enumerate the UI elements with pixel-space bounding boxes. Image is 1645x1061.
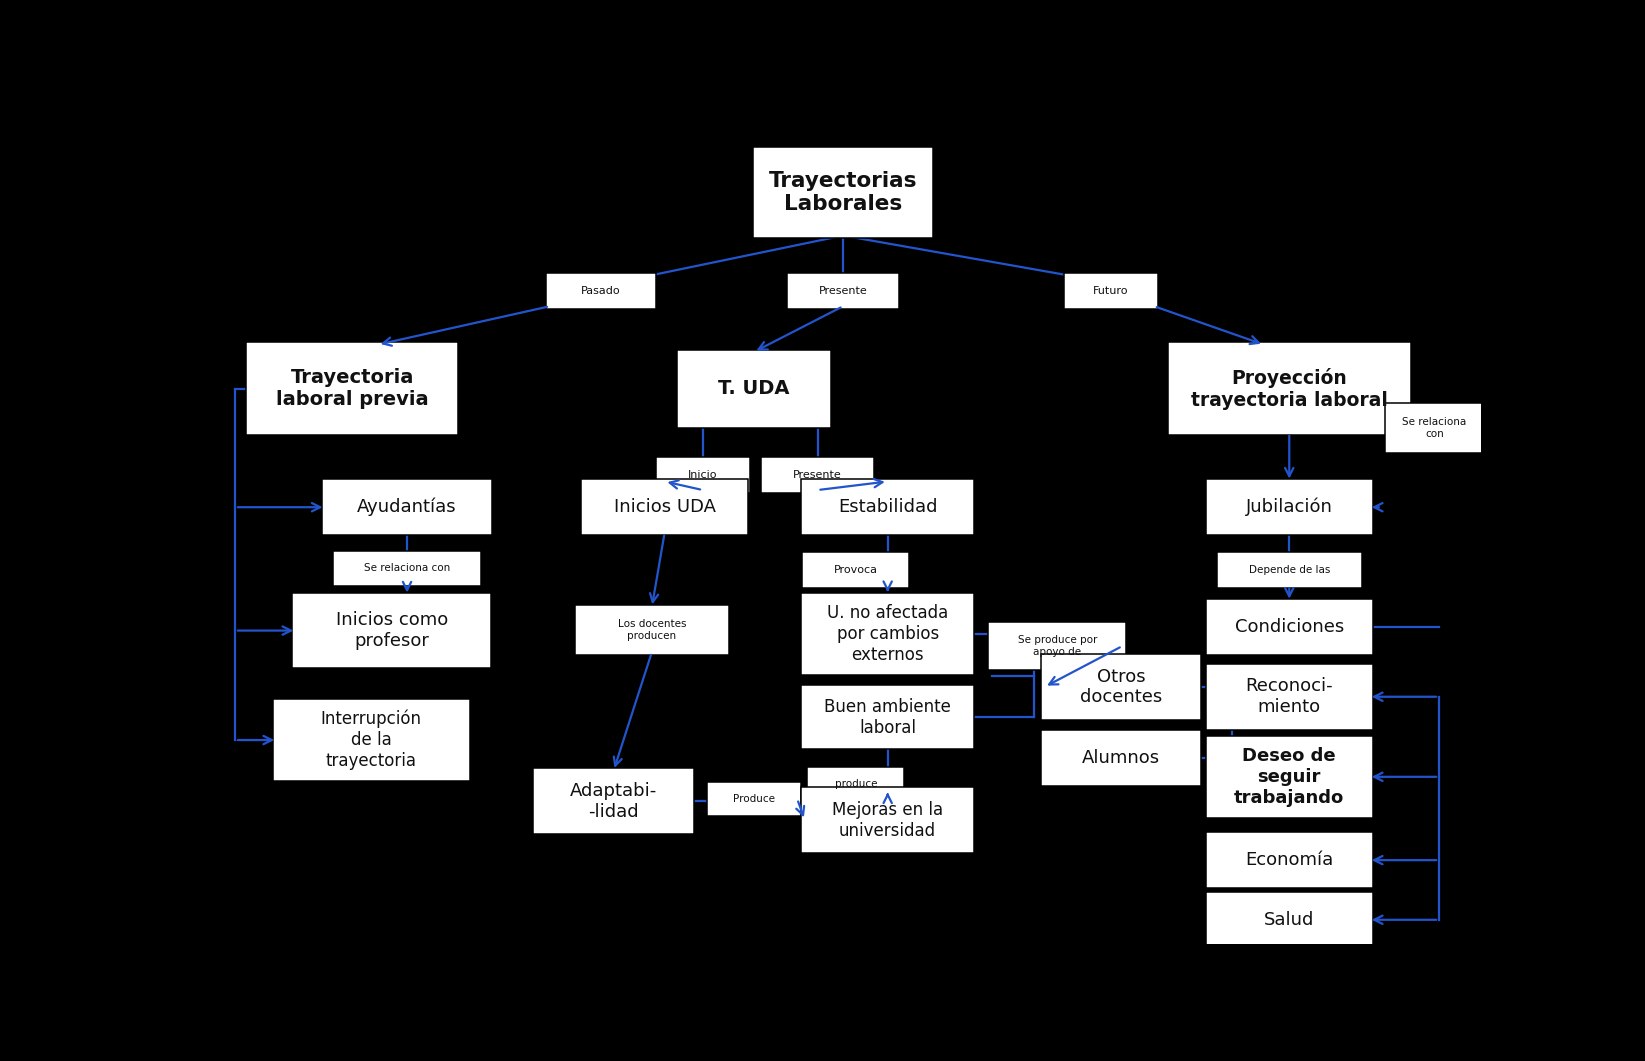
Text: Proyección
trayectoria laboral: Proyección trayectoria laboral bbox=[1191, 368, 1388, 410]
FancyBboxPatch shape bbox=[322, 479, 492, 536]
Text: Ayudantías: Ayudantías bbox=[357, 498, 457, 517]
FancyBboxPatch shape bbox=[1206, 599, 1374, 656]
Text: Produce: Produce bbox=[732, 794, 775, 804]
FancyBboxPatch shape bbox=[1206, 479, 1374, 536]
FancyBboxPatch shape bbox=[1041, 654, 1201, 720]
Text: Trayectorias
Laborales: Trayectorias Laborales bbox=[768, 171, 918, 214]
FancyBboxPatch shape bbox=[801, 685, 974, 749]
FancyBboxPatch shape bbox=[808, 767, 905, 801]
FancyBboxPatch shape bbox=[293, 593, 492, 668]
FancyBboxPatch shape bbox=[656, 456, 750, 492]
FancyBboxPatch shape bbox=[1206, 832, 1374, 888]
Text: Provoca: Provoca bbox=[834, 566, 878, 575]
FancyBboxPatch shape bbox=[332, 551, 480, 587]
FancyBboxPatch shape bbox=[546, 273, 656, 309]
FancyBboxPatch shape bbox=[989, 623, 1127, 669]
Text: Inicios como
profesor: Inicios como profesor bbox=[336, 611, 447, 650]
FancyBboxPatch shape bbox=[762, 456, 873, 492]
FancyBboxPatch shape bbox=[801, 479, 974, 536]
Text: Deseo de
seguir
trabajando: Deseo de seguir trabajando bbox=[1234, 747, 1344, 806]
Text: Futuro: Futuro bbox=[1092, 285, 1128, 296]
FancyBboxPatch shape bbox=[753, 147, 933, 238]
FancyBboxPatch shape bbox=[707, 782, 801, 816]
FancyBboxPatch shape bbox=[803, 552, 910, 588]
FancyBboxPatch shape bbox=[1064, 273, 1158, 309]
FancyBboxPatch shape bbox=[786, 273, 900, 309]
Text: Otros
docentes: Otros docentes bbox=[1079, 667, 1161, 707]
Text: Interrupción
de la
trayectoria: Interrupción de la trayectoria bbox=[321, 710, 421, 770]
Text: Inicios UDA: Inicios UDA bbox=[614, 499, 716, 517]
Text: Los docentes
producen: Los docentes producen bbox=[617, 619, 686, 641]
FancyBboxPatch shape bbox=[574, 605, 729, 655]
Text: Reconoci-
miento: Reconoci- miento bbox=[1245, 677, 1332, 716]
FancyBboxPatch shape bbox=[247, 343, 457, 435]
FancyBboxPatch shape bbox=[581, 479, 748, 536]
Text: Pasado: Pasado bbox=[581, 285, 620, 296]
FancyBboxPatch shape bbox=[1385, 403, 1484, 453]
Text: Se relaciona
con: Se relaciona con bbox=[1403, 417, 1467, 439]
FancyBboxPatch shape bbox=[676, 349, 831, 428]
FancyBboxPatch shape bbox=[1206, 735, 1374, 818]
Text: Condiciones: Condiciones bbox=[1235, 619, 1344, 637]
Text: Presente: Presente bbox=[819, 285, 867, 296]
FancyBboxPatch shape bbox=[1041, 730, 1201, 786]
FancyBboxPatch shape bbox=[1206, 664, 1374, 730]
FancyBboxPatch shape bbox=[1168, 343, 1411, 435]
Text: Mejoras en la
universidad: Mejoras en la universidad bbox=[832, 801, 943, 839]
Text: T. UDA: T. UDA bbox=[719, 379, 790, 398]
Text: U. no afectada
por cambios
externos: U. no afectada por cambios externos bbox=[827, 604, 948, 663]
Text: Se produce por
apoyo de: Se produce por apoyo de bbox=[1018, 636, 1097, 657]
Text: Adaptabi-
-lidad: Adaptabi- -lidad bbox=[569, 782, 658, 821]
Text: Buen ambiente
laboral: Buen ambiente laboral bbox=[824, 698, 951, 736]
Text: Inicio: Inicio bbox=[688, 470, 717, 480]
Text: Depende de las: Depende de las bbox=[1249, 566, 1329, 575]
Text: Alumnos: Alumnos bbox=[1082, 749, 1160, 767]
Text: Estabilidad: Estabilidad bbox=[837, 499, 938, 517]
Text: Economía: Economía bbox=[1245, 851, 1334, 869]
Text: Presente: Presente bbox=[793, 470, 842, 480]
FancyBboxPatch shape bbox=[533, 768, 694, 834]
Text: Salud: Salud bbox=[1263, 910, 1314, 928]
FancyBboxPatch shape bbox=[1206, 891, 1374, 947]
Text: Trayectoria
laboral previa: Trayectoria laboral previa bbox=[276, 368, 429, 410]
FancyBboxPatch shape bbox=[273, 699, 469, 781]
FancyBboxPatch shape bbox=[1217, 552, 1362, 588]
Text: Jubilación: Jubilación bbox=[1245, 498, 1332, 517]
Text: produce: produce bbox=[834, 779, 877, 789]
FancyBboxPatch shape bbox=[801, 593, 974, 675]
Text: Se relaciona con: Se relaciona con bbox=[364, 563, 451, 574]
FancyBboxPatch shape bbox=[801, 787, 974, 853]
